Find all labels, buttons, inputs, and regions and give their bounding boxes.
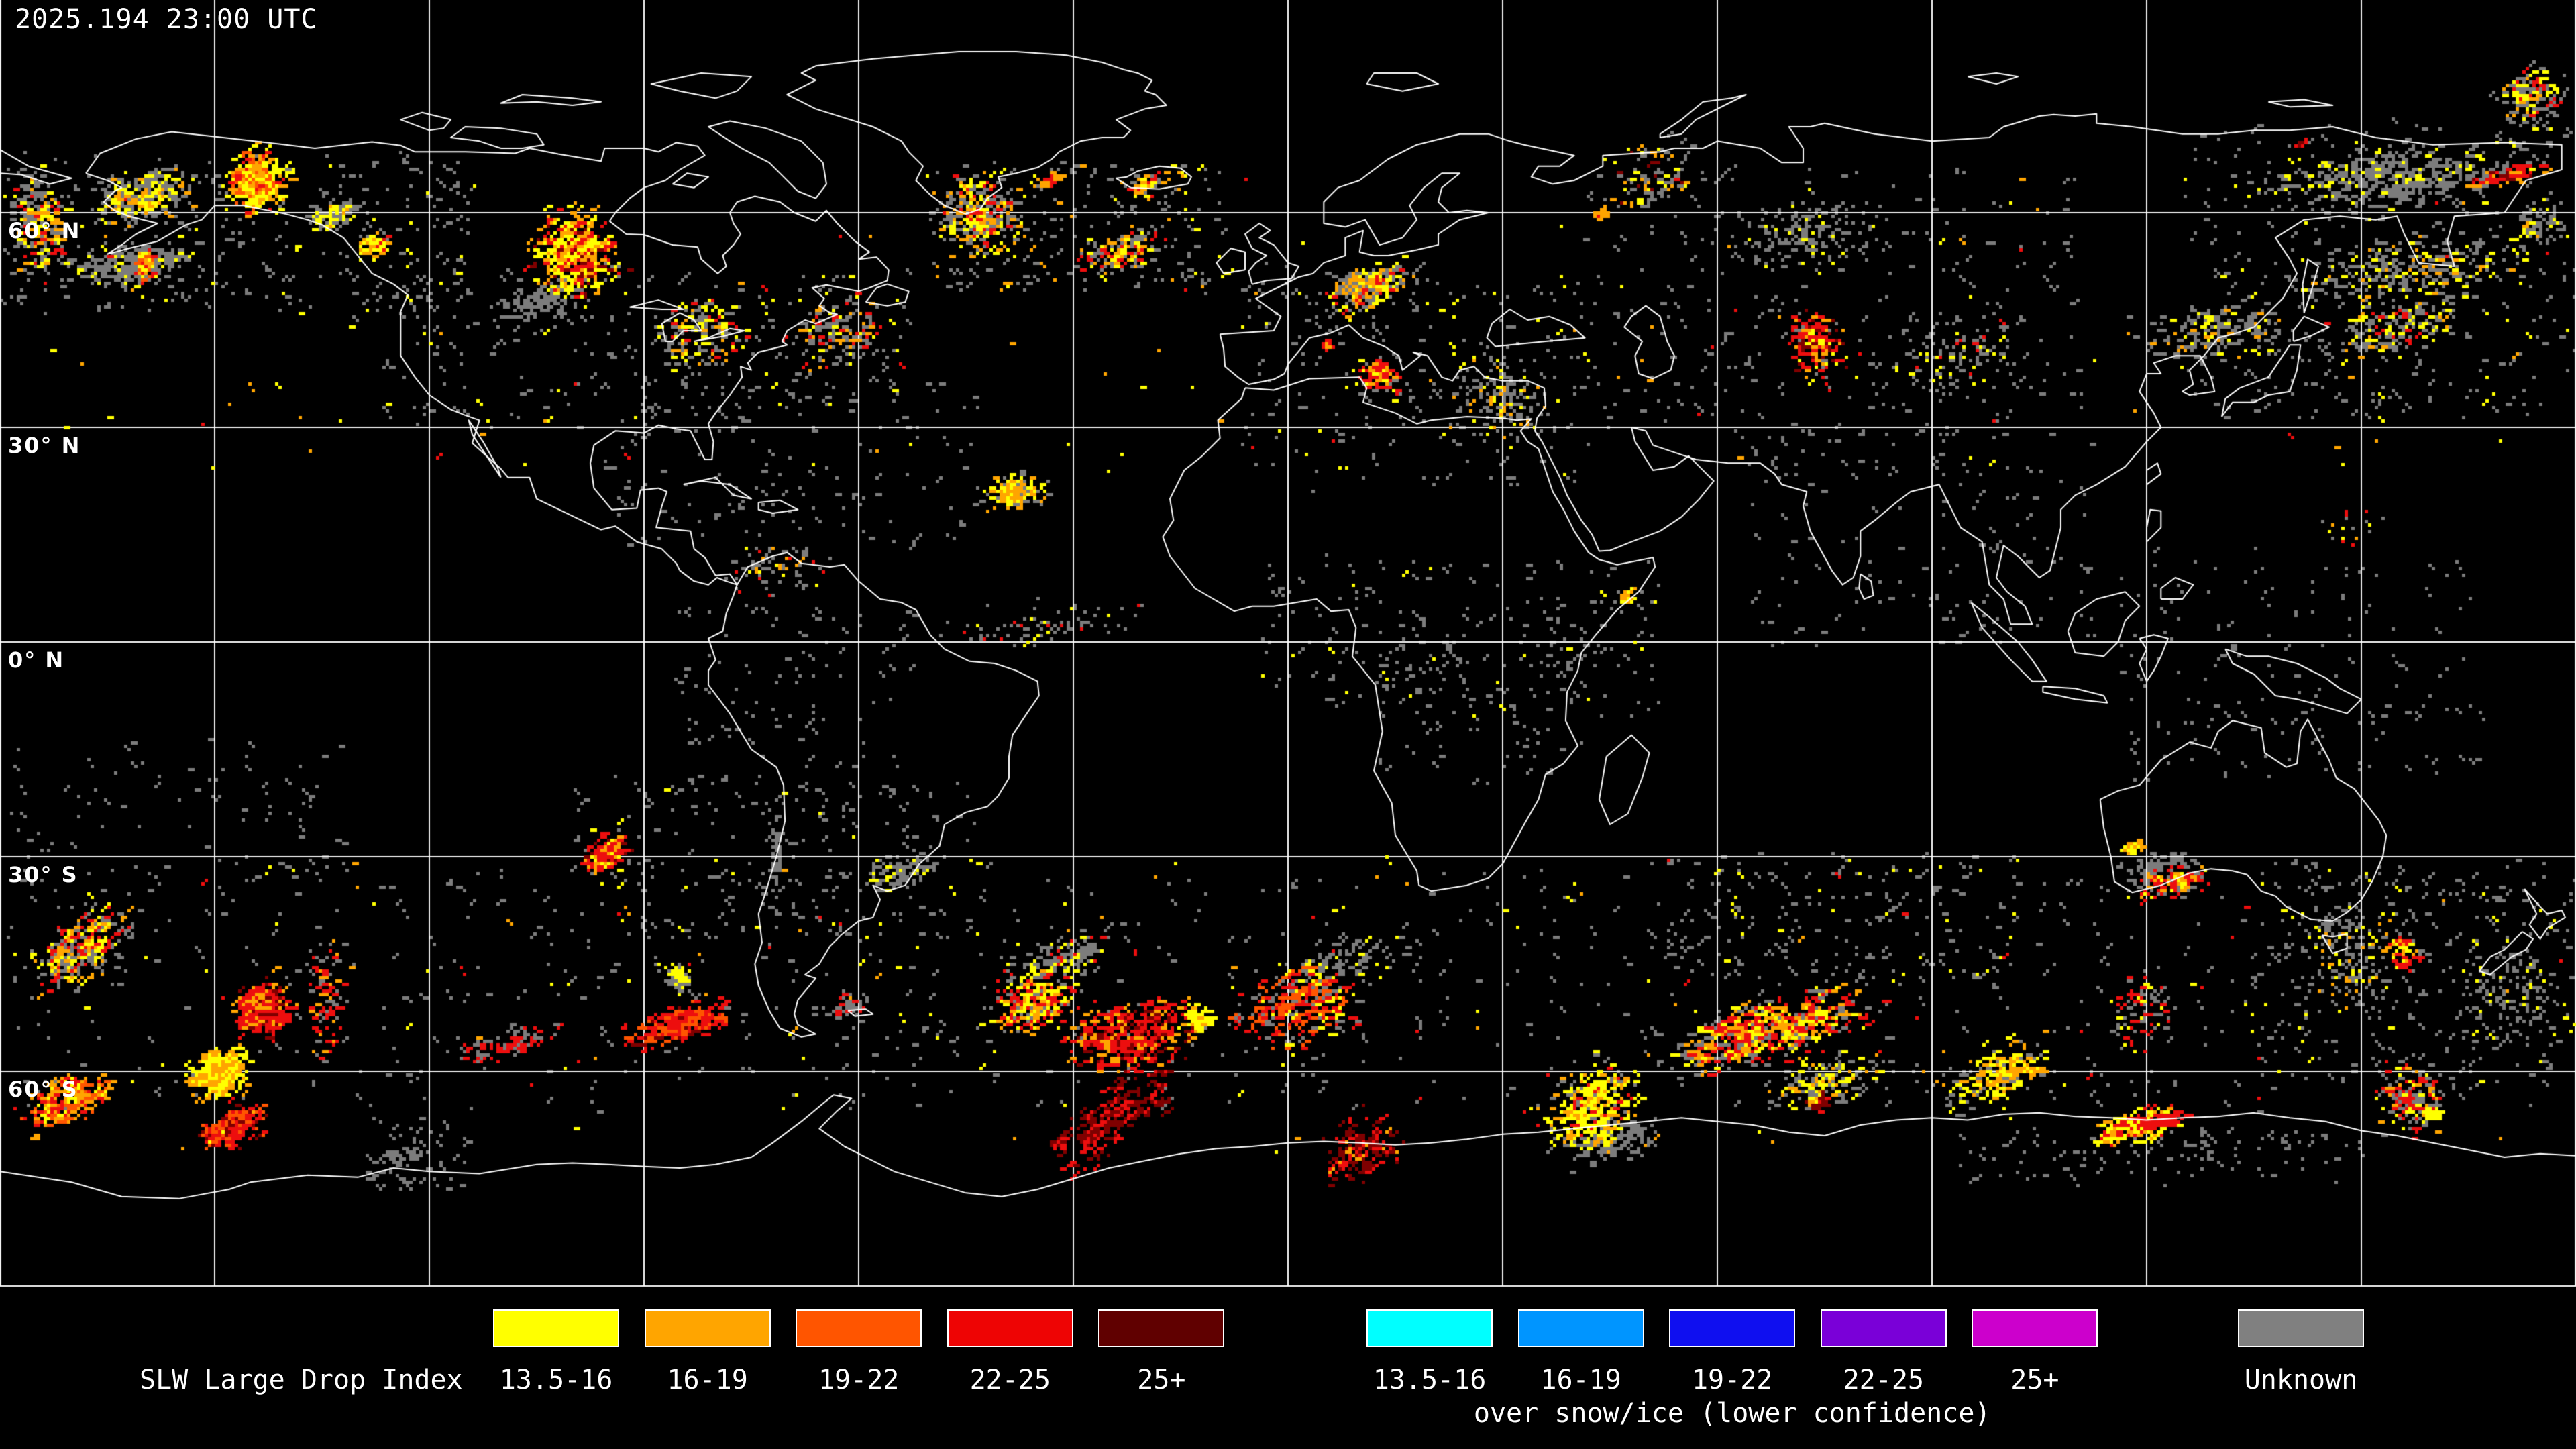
unknown-swatch	[2238, 1309, 2364, 1347]
ldi-label: 25+	[1137, 1364, 1186, 1395]
ldi-label: 19-22	[818, 1364, 900, 1395]
snowice-label: 16-19	[1540, 1364, 1621, 1395]
ldi-label: 16-19	[667, 1364, 748, 1395]
snowice-22-25-swatch	[1820, 1309, 1947, 1347]
ldi-13.5-16-swatch	[493, 1309, 619, 1347]
ldi-19-22-swatch	[796, 1309, 922, 1347]
ldi-label: 13.5-16	[499, 1364, 613, 1395]
unknown-label: Unknown	[2244, 1364, 2358, 1395]
snowice-16-19-swatch	[1517, 1309, 1644, 1347]
snowice-label: 13.5-16	[1373, 1364, 1487, 1395]
timestamp: 2025.194 23:00 UTC	[15, 4, 318, 35]
ldi-25+-swatch	[1098, 1309, 1225, 1347]
lat-label-60N: 60° N	[8, 218, 81, 244]
snowice-13.5-16-swatch	[1366, 1309, 1493, 1347]
ldi-label: 22-25	[969, 1364, 1051, 1395]
lat-label-30N: 30° N	[8, 433, 81, 458]
snowice-19-22-swatch	[1669, 1309, 1796, 1347]
lat-label-60S: 60° S	[8, 1077, 78, 1102]
ldi-16-19-swatch	[644, 1309, 771, 1347]
ldi-22-25-swatch	[947, 1309, 1073, 1347]
legend-title: SLW Large Drop Index	[140, 1364, 463, 1395]
snowice-label: 22-25	[1843, 1364, 1925, 1395]
snowice-label: 25+	[2010, 1364, 2059, 1395]
lat-label-30S: 30° S	[8, 862, 78, 888]
legend-snowice-caption: over snow/ice (lower confidence)	[1473, 1398, 1991, 1429]
snowice-label: 19-22	[1691, 1364, 1773, 1395]
snowice-25+-swatch	[1972, 1309, 2098, 1347]
lat-label-0N: 0° N	[8, 647, 65, 673]
